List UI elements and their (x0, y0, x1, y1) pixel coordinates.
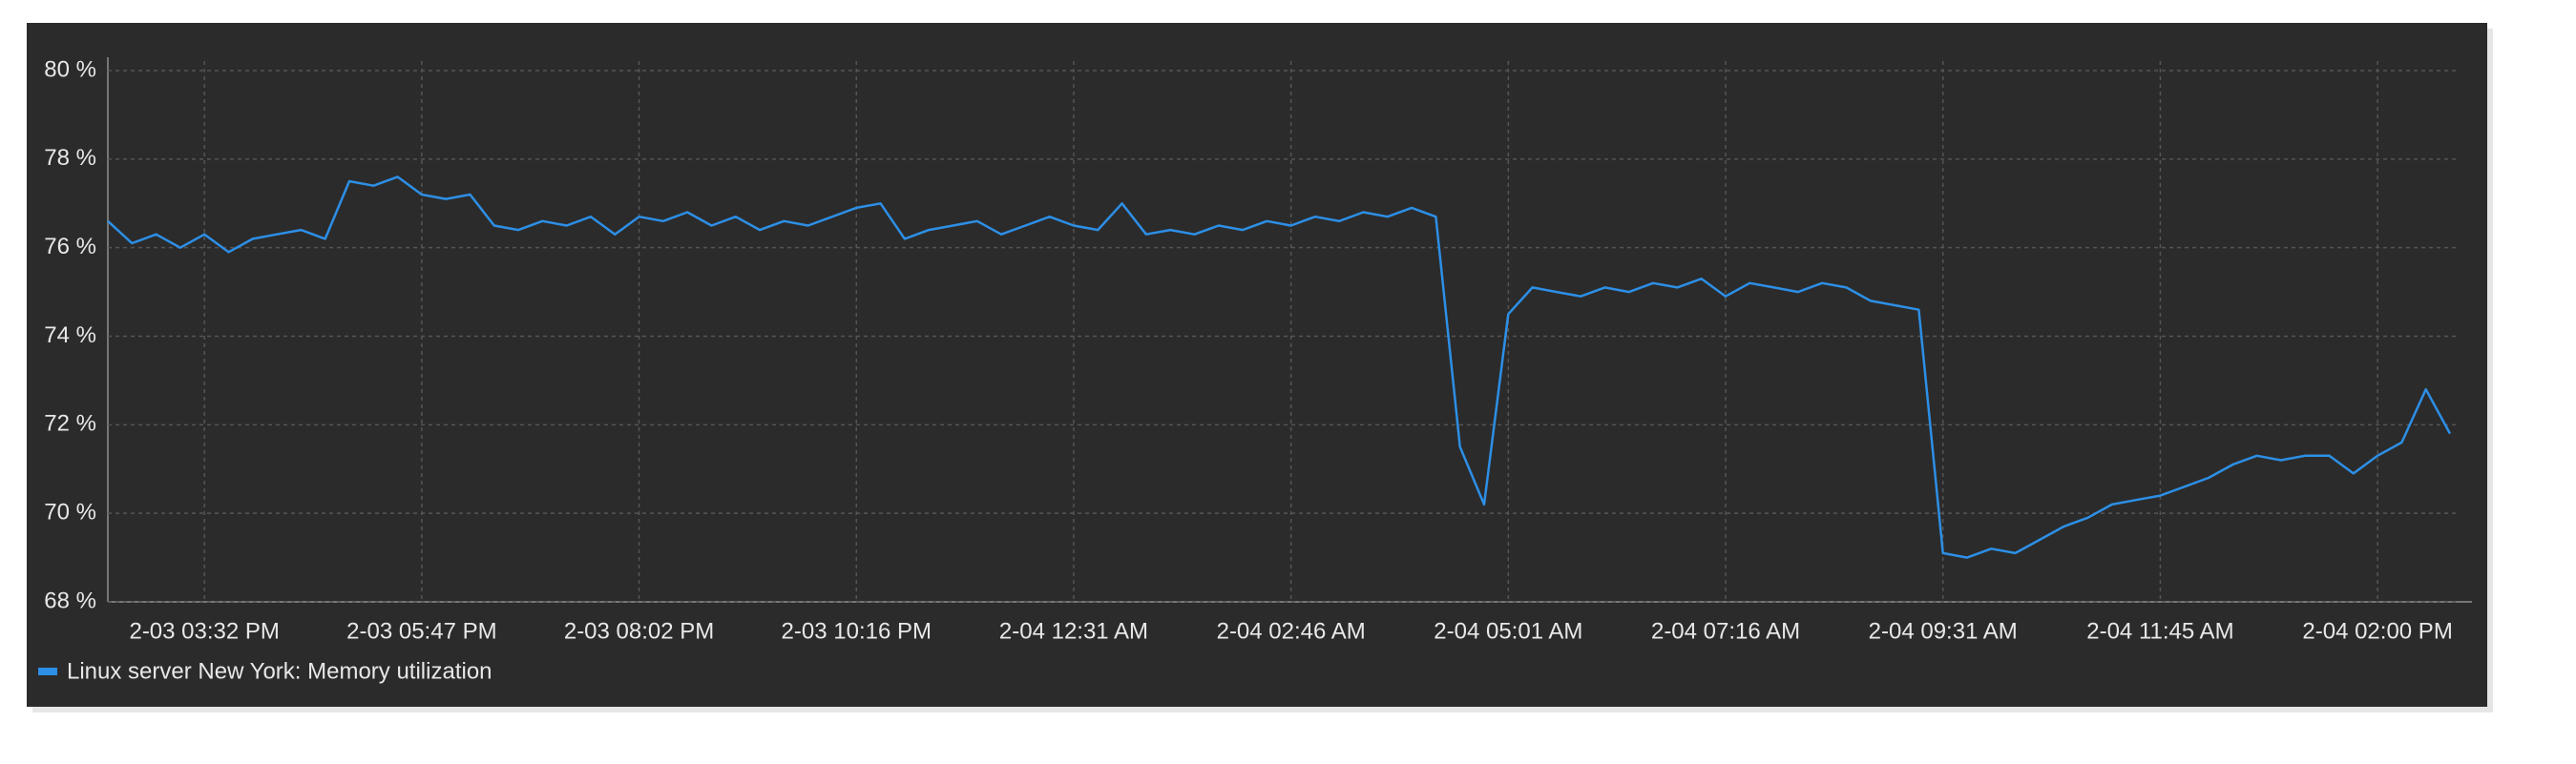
legend-label: Linux server New York: Memory utilizatio… (67, 658, 492, 684)
x-tick-label: 2-04 05:01 AM (1434, 618, 1582, 644)
y-tick-label: 74 % (44, 322, 96, 348)
y-tick-label: 72 % (44, 411, 96, 437)
y-tick-label: 78 % (44, 145, 96, 171)
line (107, 176, 2452, 559)
legend-swatch (38, 668, 57, 675)
x-tick-label: 2-04 07:16 AM (1651, 618, 1800, 644)
y-tick-label: 68 % (44, 588, 96, 613)
x-tick-label: 2-04 09:31 AM (1869, 618, 2018, 644)
x-tick-label: 2-04 11:45 AM (2086, 618, 2233, 644)
x-tick-label: 2-04 02:46 AM (1217, 618, 1366, 644)
x-tick-label: 2-04 02:00 PM (2302, 618, 2452, 644)
x-tick-label: 2-04 12:31 AM (999, 618, 1148, 644)
panel (27, 23, 2487, 707)
y-tick-label: 80 % (44, 56, 96, 82)
x-tick-label: 2-03 10:16 PM (782, 618, 932, 644)
x-tick-label: 2-03 03:32 PM (129, 618, 279, 644)
y-tick-label: 70 % (44, 500, 96, 526)
x-tick-label: 2-03 05:47 PM (346, 618, 496, 644)
x-tick-label: 2-03 08:02 PM (564, 618, 714, 644)
y-tick-label: 76 % (44, 234, 96, 259)
